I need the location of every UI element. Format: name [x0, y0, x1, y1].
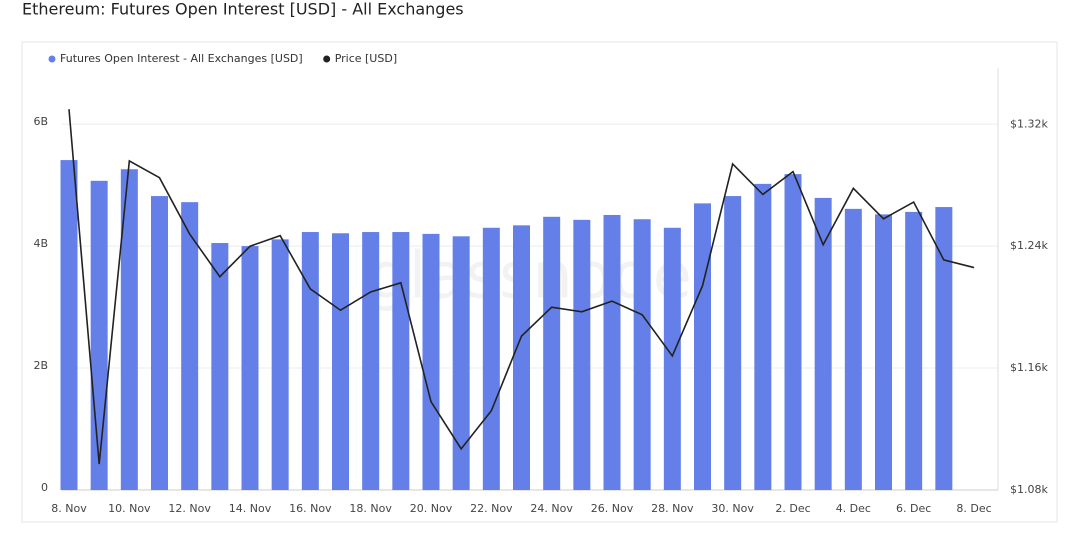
bar — [301, 232, 319, 491]
x-tick-label: 10. Nov — [108, 502, 151, 515]
bar — [211, 243, 229, 490]
x-tick-label: 20. Nov — [410, 502, 453, 515]
x-tick-label: 30. Nov — [711, 502, 754, 515]
bar — [633, 219, 651, 490]
bar — [784, 174, 802, 490]
bar — [90, 180, 108, 490]
bar — [905, 211, 923, 491]
x-tick-label: 18. Nov — [349, 502, 392, 515]
chart-title: Ethereum: Futures Open Interest [USD] - … — [22, 0, 464, 19]
bar — [482, 227, 500, 490]
bar — [694, 203, 711, 490]
bar — [663, 227, 681, 490]
bar — [271, 239, 289, 490]
bar — [332, 233, 349, 490]
bar — [120, 169, 138, 491]
x-tick-label: 14. Nov — [229, 502, 272, 515]
bar — [573, 219, 591, 491]
y-tick-label: 4B — [33, 237, 48, 250]
y2-tick-label: $1.16k — [1010, 361, 1048, 374]
y-tick-label: 6B — [33, 115, 48, 128]
x-tick-label: 16. Nov — [289, 502, 332, 515]
bar — [543, 216, 561, 491]
y2-tick-label: $1.24k — [1010, 239, 1048, 252]
x-tick-label: 24. Nov — [530, 502, 573, 515]
bar — [151, 196, 168, 490]
y2-tick-label: $1.32k — [1010, 117, 1048, 130]
bar — [814, 197, 832, 490]
bar — [392, 232, 410, 491]
legend-marker — [323, 55, 331, 63]
bar — [241, 246, 259, 490]
x-tick-label: 26. Nov — [591, 502, 634, 515]
bar — [452, 236, 470, 490]
y-tick-label: 2B — [33, 359, 48, 372]
x-tick-label: 8. Dec — [956, 502, 991, 515]
bar — [724, 196, 742, 490]
bar — [603, 214, 621, 490]
x-tick-label: 8. Nov — [51, 502, 87, 515]
panel — [21, 41, 1058, 523]
legend-label: Futures Open Interest - All Exchanges [U… — [60, 52, 303, 65]
legend-marker — [48, 55, 56, 63]
x-tick-label: 12. Nov — [168, 502, 211, 515]
x-tick-label: 2. Dec — [775, 502, 810, 515]
bar — [60, 160, 78, 491]
x-tick-label: 4. Dec — [836, 502, 871, 515]
y-tick-label: 0 — [41, 481, 48, 494]
bar — [935, 207, 953, 490]
x-tick-label: 6. Dec — [896, 502, 931, 515]
bar — [844, 208, 862, 491]
x-tick-label: 28. Nov — [651, 502, 694, 515]
bar — [513, 225, 530, 490]
bar — [362, 232, 380, 491]
bar — [754, 183, 772, 490]
bar — [875, 214, 892, 490]
y2-tick-label: $1.08k — [1010, 483, 1048, 496]
legend-label: Price [USD] — [335, 52, 397, 65]
bar — [181, 202, 199, 490]
bar — [422, 233, 440, 490]
price-line — [68, 109, 975, 465]
x-tick-label: 22. Nov — [470, 502, 513, 515]
